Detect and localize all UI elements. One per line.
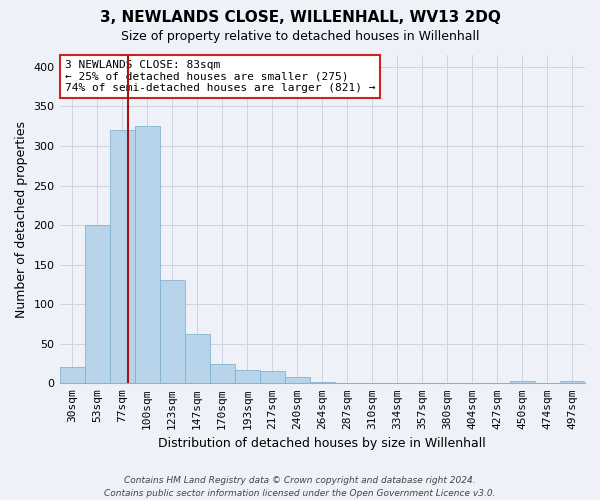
Text: Contains HM Land Registry data © Crown copyright and database right 2024.
Contai: Contains HM Land Registry data © Crown c… bbox=[104, 476, 496, 498]
Bar bbox=[260, 372, 285, 384]
Bar bbox=[285, 377, 310, 384]
Bar bbox=[85, 225, 110, 384]
Bar bbox=[209, 364, 235, 384]
Bar bbox=[59, 368, 85, 384]
Bar bbox=[510, 381, 535, 384]
Text: 3 NEWLANDS CLOSE: 83sqm
← 25% of detached houses are smaller (275)
74% of semi-d: 3 NEWLANDS CLOSE: 83sqm ← 25% of detache… bbox=[65, 60, 375, 93]
Bar bbox=[134, 126, 160, 384]
Bar bbox=[560, 381, 585, 384]
X-axis label: Distribution of detached houses by size in Willenhall: Distribution of detached houses by size … bbox=[158, 437, 486, 450]
Bar bbox=[235, 370, 260, 384]
Bar bbox=[110, 130, 134, 384]
Text: 3, NEWLANDS CLOSE, WILLENHALL, WV13 2DQ: 3, NEWLANDS CLOSE, WILLENHALL, WV13 2DQ bbox=[100, 10, 500, 25]
Bar bbox=[310, 382, 335, 384]
Text: Size of property relative to detached houses in Willenhall: Size of property relative to detached ho… bbox=[121, 30, 479, 43]
Bar bbox=[185, 334, 209, 384]
Y-axis label: Number of detached properties: Number of detached properties bbox=[15, 120, 28, 318]
Bar bbox=[160, 280, 185, 384]
